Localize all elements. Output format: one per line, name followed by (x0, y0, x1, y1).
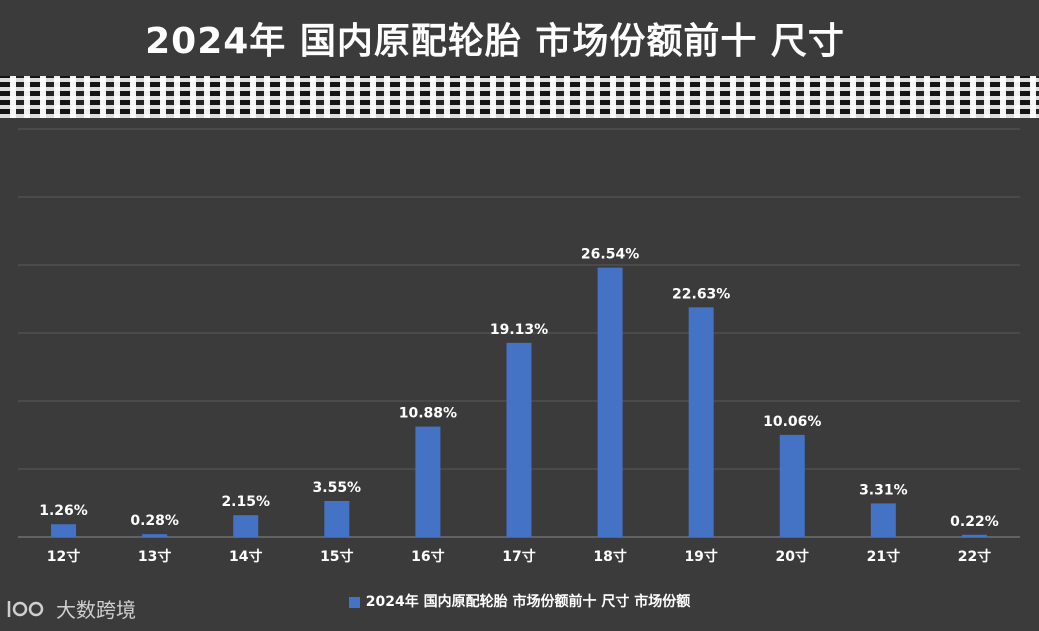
x-tick-label: 15寸 (320, 548, 353, 565)
legend-swatch (348, 596, 360, 608)
bar (142, 534, 168, 537)
data-label: 26.54% (581, 247, 639, 263)
data-label: 3.31% (859, 482, 908, 498)
data-label: 19.13% (490, 322, 548, 338)
x-tick-label: 17寸 (502, 548, 535, 565)
watermark: 大数跨境 (6, 594, 136, 623)
bar-chart: 1.26% 12寸 0.28% 13寸 2.15% 14寸 3.55% 15寸 10.88% 16… (18, 128, 1020, 565)
bar (506, 342, 532, 537)
data-label: 3.55% (313, 480, 362, 496)
chart-title: 2024年 国内原配轮胎 市场份额前十 尺寸 (145, 21, 845, 62)
x-tick-label: 20寸 (776, 548, 809, 565)
bar (688, 307, 714, 537)
legend-label: 2024年 国内原配轮胎 市场份额前十 尺寸 市场份额 (365, 594, 691, 610)
x-tick-label: 12寸 (47, 548, 80, 565)
legend: 2024年 国内原配轮胎 市场份额前十 尺寸 市场份额 (0, 591, 1039, 611)
bar (51, 524, 77, 537)
bar (779, 434, 805, 537)
data-label: 0.28% (130, 513, 179, 529)
bar (233, 515, 259, 537)
tire-tread-pattern (0, 76, 1039, 118)
data-label: 2.15% (221, 494, 270, 510)
brand-logo-icon (7, 600, 44, 617)
data-label: 1.26% (39, 503, 88, 519)
x-tick-label: 18寸 (593, 548, 626, 565)
x-tick-label: 22寸 (958, 548, 991, 565)
x-tick-label: 14寸 (229, 548, 262, 565)
x-tick-label: 13寸 (138, 548, 171, 565)
x-tick-label: 16寸 (411, 548, 444, 565)
bar (597, 267, 623, 537)
data-label: 22.63% (672, 286, 730, 302)
bar (870, 503, 896, 537)
x-tick-label: 21寸 (867, 548, 900, 565)
data-label: 0.22% (950, 514, 999, 530)
bar (961, 534, 987, 537)
data-label: 10.88% (399, 406, 457, 422)
chart-area: 1.26% 12寸 0.28% 13寸 2.15% 14寸 3.55% 15寸 10.88% 16… (0, 118, 1039, 627)
bar (324, 500, 350, 537)
title-band: 2024年 国内原配轮胎 市场份额前十 尺寸 (0, 0, 1039, 76)
bar (415, 426, 441, 537)
x-tick-label: 19寸 (684, 548, 717, 565)
watermark-text: 大数跨境 (56, 598, 136, 622)
data-label: 10.06% (763, 414, 821, 430)
